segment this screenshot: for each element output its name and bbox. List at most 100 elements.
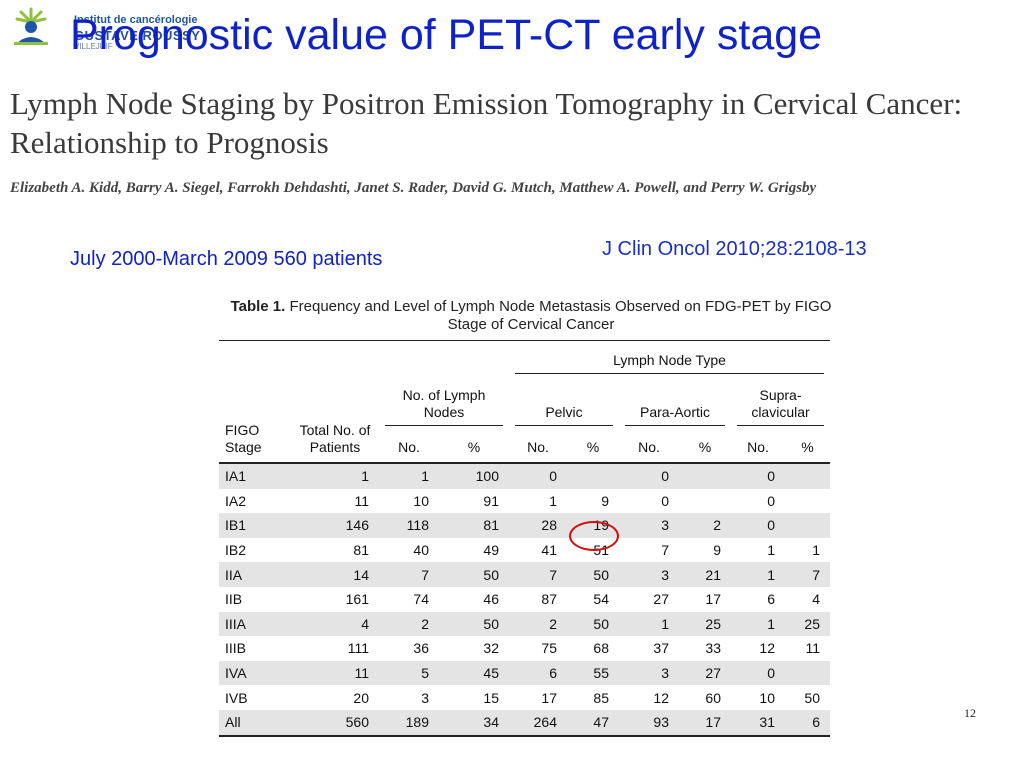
header-para-aortic: Para-Aortic (625, 404, 725, 426)
table-cell: 50 (567, 611, 619, 637)
table-cell: 17 (679, 709, 731, 737)
header-pelvic: Pelvic (515, 404, 613, 426)
table-cell: 91 (483, 492, 499, 509)
table-cell: 3 (421, 689, 429, 706)
table-cell: 32 (483, 640, 499, 657)
figo-stage-cell: IB2 (225, 542, 247, 559)
table-row: IIIA 4 2 50 2 50 1 25 1 25 (219, 611, 830, 637)
figo-stage-cell: IIB (225, 591, 243, 608)
table-cell: 68 (593, 640, 609, 657)
header-supraclavicular: Supra-clavicular (737, 387, 824, 426)
figo-stage-cell: IIIB (225, 640, 247, 657)
sun-person-icon (14, 7, 48, 45)
figo-stage-cell: IA2 (225, 492, 247, 509)
table-cell: 25 (679, 611, 731, 637)
figo-stage-cell: IIA (219, 562, 291, 587)
logo-line-3: VILLEJUIF (74, 42, 113, 51)
table-cell: 7 (379, 562, 439, 587)
table-row: IIB 161 74 46 87 54 27 17 6 4 (219, 587, 830, 612)
paper-title: Lymph Node Staging by Positron Emission … (10, 86, 963, 160)
table-cell: 10 (759, 689, 775, 706)
figo-stage-cell: All (219, 709, 291, 737)
table-cell: 7 (661, 542, 669, 559)
table-cell: 34 (439, 709, 509, 737)
header-no: No. (747, 439, 769, 455)
table-cell: 93 (619, 709, 679, 737)
table-cell: 1 (812, 542, 820, 559)
header-no: No. (638, 439, 660, 455)
header-pct: % (467, 439, 481, 455)
table-cell: 81 (353, 542, 369, 559)
table-cell: 1 (291, 462, 379, 489)
header-pct: % (801, 439, 814, 455)
table-cell (785, 660, 830, 686)
table-cell (785, 462, 830, 489)
table-cell: 111 (347, 640, 369, 657)
table-cell: 5 (379, 660, 439, 686)
table-cell: 41 (541, 542, 557, 559)
table-cell (679, 462, 731, 489)
table-cell: 27 (679, 660, 731, 686)
table-cell: 50 (804, 689, 820, 706)
header-no: No. (398, 439, 420, 455)
table-cell: 60 (705, 689, 721, 706)
table-cell: 85 (593, 689, 609, 706)
header-total-patients: Total No. of Patients (299, 422, 371, 455)
logo-line-2: GUSTAVE ROUSSY (74, 28, 201, 43)
table-cell: 50 (439, 562, 509, 587)
table-cell: 1 (767, 542, 775, 559)
table-cell: 55 (567, 660, 619, 686)
table-caption-label: Table 1. (230, 298, 286, 315)
table-cell: 9 (713, 542, 721, 559)
table-cell: 0 (509, 462, 567, 489)
table-cell (785, 489, 830, 514)
table-cell: 27 (653, 591, 669, 608)
table-cell: 100 (439, 462, 509, 489)
table-cell: 28 (509, 513, 567, 538)
table-cell: 14 (291, 562, 379, 587)
table-caption: Table 1. Frequency and Level of Lymph No… (226, 298, 836, 334)
logo-line-1: Institut de cancérologie (74, 14, 198, 26)
highlight-circle (569, 521, 619, 551)
table-cell: 560 (291, 709, 379, 737)
table-cell (567, 462, 619, 489)
table-cell: 75 (541, 640, 557, 657)
table-cell: 49 (483, 542, 499, 559)
table-cell: 0 (731, 462, 785, 489)
table-cell: 2 (679, 513, 731, 538)
table-cell: 12 (759, 640, 775, 657)
table-cell: 50 (567, 562, 619, 587)
table-cell: 3 (619, 562, 679, 587)
table-cell: 87 (541, 591, 557, 608)
table-cell: 11 (354, 492, 369, 509)
table-cell: 9 (601, 492, 609, 509)
table-cell: 3 (619, 660, 679, 686)
table-row: IIIB 111 36 32 75 68 37 33 12 11 (219, 636, 830, 661)
table-cell: 11 (805, 640, 820, 657)
table-cell (679, 489, 731, 514)
table-cell: 10 (413, 492, 429, 509)
table-row: IA1 1 1 100 0 0 0 (219, 462, 830, 489)
table-cell: 1 (379, 462, 439, 489)
figo-stage-cell: IVA (219, 660, 291, 686)
table-cell: 189 (379, 709, 439, 737)
table-cell: 50 (439, 611, 509, 637)
table-top-rule (219, 340, 830, 341)
table-cell: 12 (653, 689, 669, 706)
table-cell: 15 (483, 689, 499, 706)
table-cell: 264 (509, 709, 567, 737)
table-row: IVA 11 5 45 6 55 3 27 0 (219, 660, 830, 686)
figo-stage-cell: IB1 (219, 513, 291, 538)
header-figo-stage: FIGO Stage (225, 422, 262, 455)
table-cell: 1 (731, 611, 785, 637)
table-row: IIA 14 7 50 7 50 3 21 1 7 (219, 562, 830, 587)
table-cell: 0 (731, 660, 785, 686)
table-cell: 20 (353, 689, 369, 706)
table-cell: 1 (731, 562, 785, 587)
header-pct: % (698, 439, 712, 455)
table-cell: 54 (593, 591, 609, 608)
figo-stage-cell: IA1 (219, 462, 291, 489)
table-row: IA2 11 10 91 1 9 0 0 (219, 489, 830, 514)
table-cell: 11 (291, 660, 379, 686)
table-cell: 33 (705, 640, 721, 657)
